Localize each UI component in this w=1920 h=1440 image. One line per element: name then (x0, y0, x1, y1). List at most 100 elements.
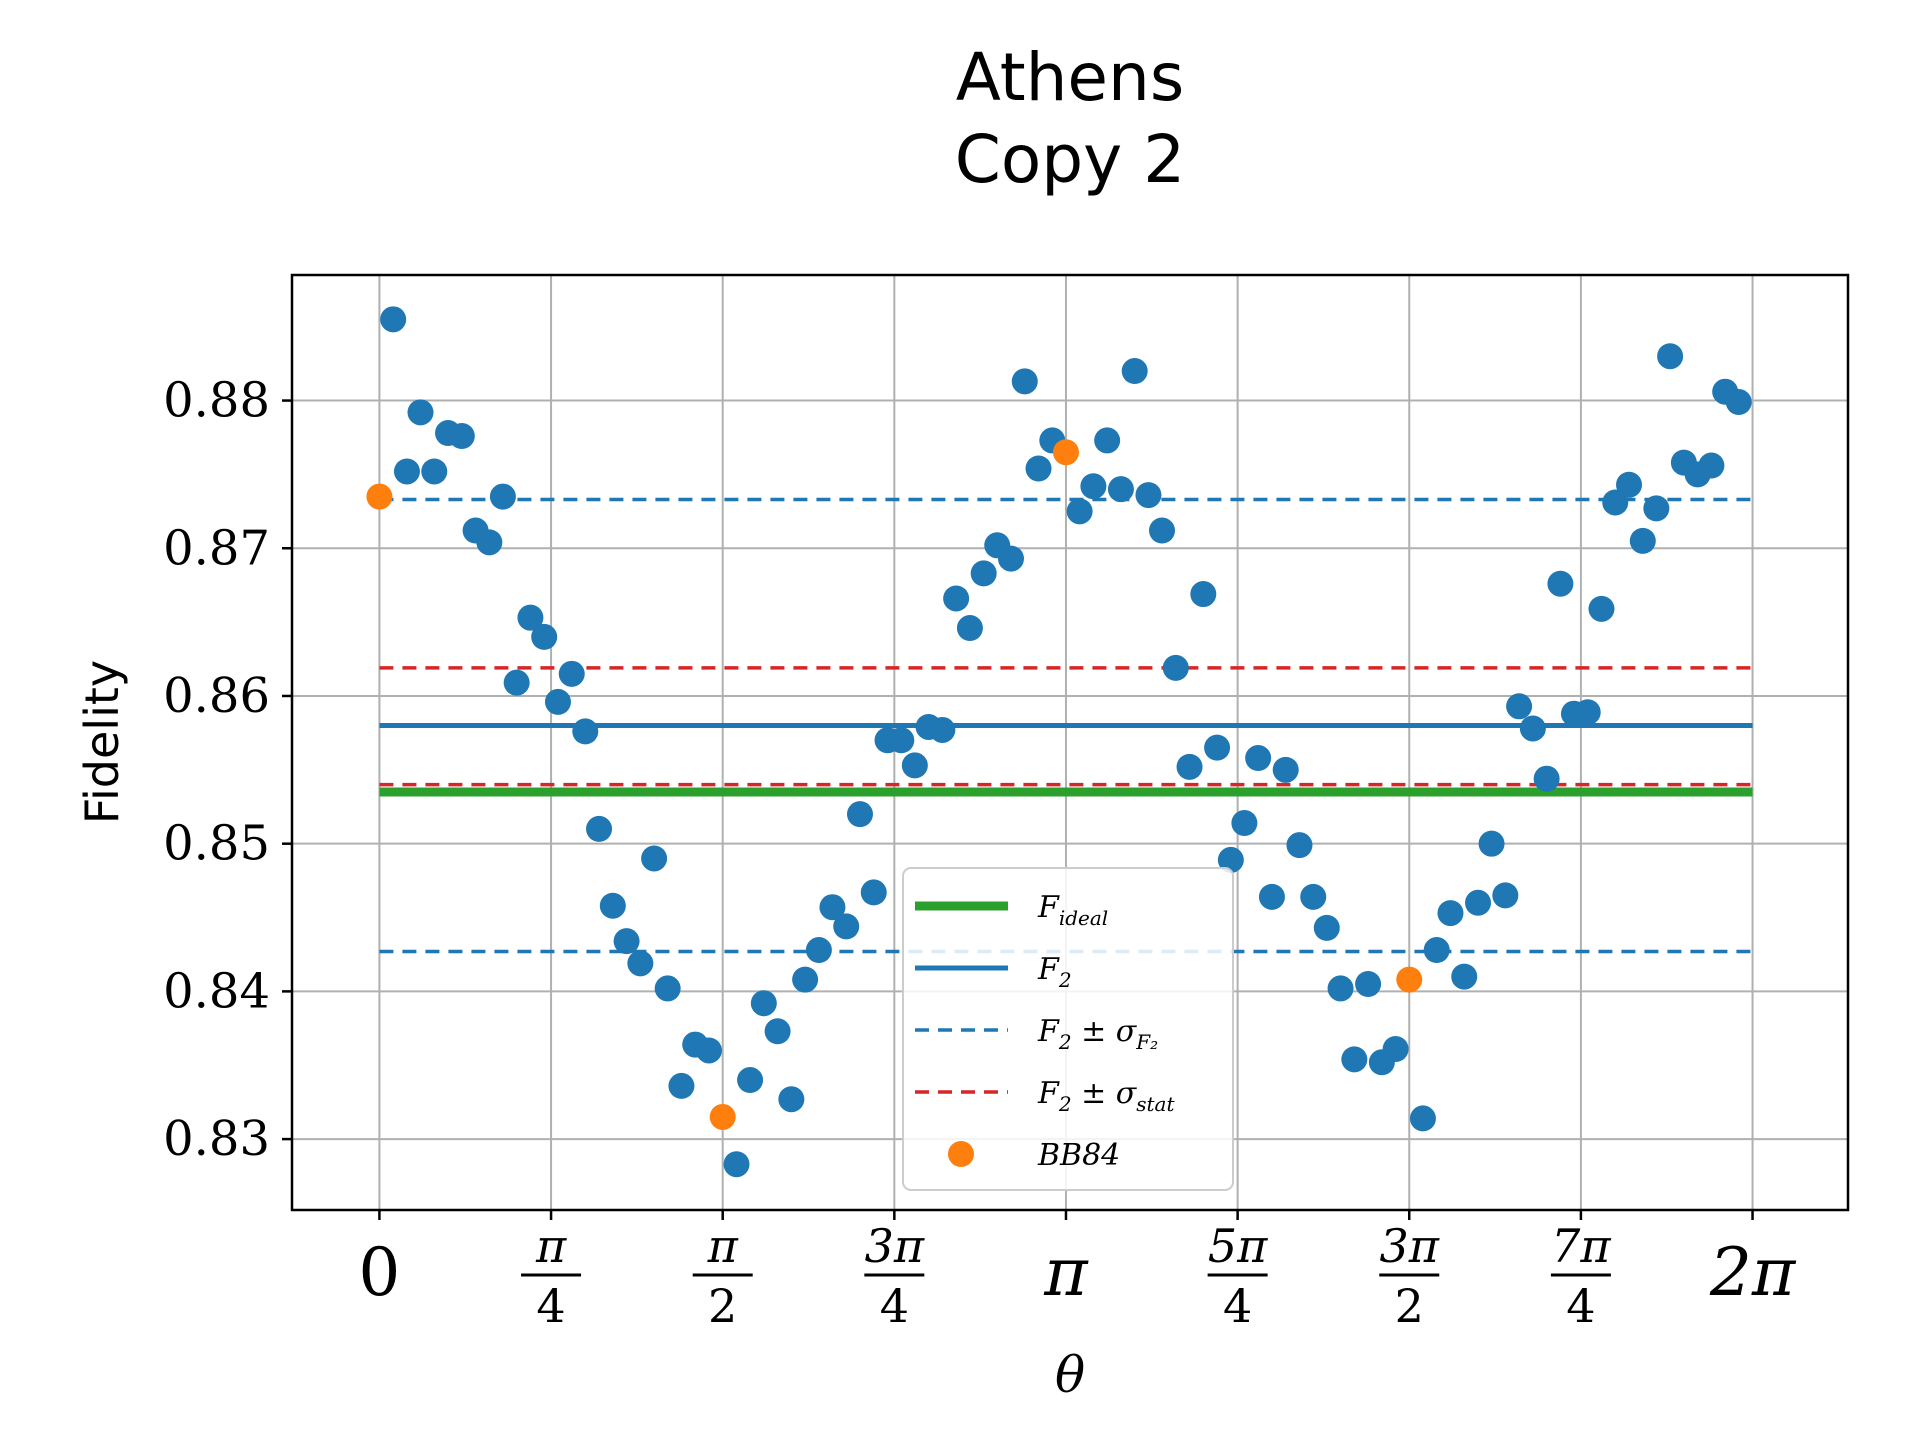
data-point (956, 615, 983, 642)
data-point (1355, 971, 1382, 998)
x-tick-label-numerator: 3π (865, 1219, 925, 1273)
data-point (476, 529, 503, 556)
data-point (1409, 1105, 1436, 1132)
data-point (1025, 455, 1052, 482)
legend-box (902, 867, 1234, 1191)
y-tick-label: 0.88 (163, 373, 270, 429)
data-point (1616, 471, 1643, 498)
data-point (764, 1018, 791, 1045)
y-tick-label: 0.86 (163, 668, 270, 724)
data-point (1300, 883, 1327, 910)
data-point (448, 423, 475, 450)
data-point (1629, 527, 1656, 554)
data-point (695, 1037, 722, 1064)
chart-title-line: Copy 2 (955, 121, 1185, 198)
data-point (846, 801, 873, 828)
bb84-point (1396, 966, 1423, 993)
x-tick-label-denominator: 4 (880, 1279, 909, 1333)
data-point (1698, 452, 1725, 479)
data-point (1341, 1046, 1368, 1073)
data-point (1162, 654, 1189, 681)
x-tick-label-numerator: 5π (1208, 1219, 1268, 1273)
data-point (393, 458, 420, 485)
data-point (1533, 765, 1560, 792)
data-point (833, 913, 860, 940)
data-point (1217, 846, 1244, 873)
data-point (654, 975, 681, 1002)
data-point (544, 688, 571, 715)
data-point (1574, 699, 1601, 726)
data-point (1465, 889, 1492, 916)
x-tick-label: 2π (1709, 1234, 1797, 1311)
data-point (1190, 581, 1217, 608)
legend-swatch (948, 1141, 974, 1167)
data-point (901, 752, 928, 779)
y-tick-label: 0.85 (163, 816, 270, 872)
legend-label: Fideal (1037, 890, 1108, 930)
x-axis-ticks: 0 π 4 π 2 3π 4 π 5π 4 3π 2 7π 4 2π (358, 1210, 1797, 1333)
data-point (380, 306, 407, 333)
data-point (792, 966, 819, 993)
bb84-point (709, 1103, 736, 1130)
data-point (1080, 473, 1107, 500)
data-point (888, 727, 915, 754)
data-point (668, 1072, 695, 1099)
x-tick-label-denominator: 2 (708, 1279, 737, 1333)
bb84-point (1052, 439, 1079, 466)
bb84-point (366, 483, 393, 510)
data-point (1272, 756, 1299, 783)
data-point (929, 716, 956, 743)
plot-frame (290, 273, 1850, 1212)
data-point (1451, 963, 1478, 990)
data-point (641, 845, 668, 872)
x-tick-label-numerator: π (535, 1219, 567, 1273)
data-point (503, 669, 530, 696)
data-point (723, 1151, 750, 1178)
data-point (1519, 715, 1546, 742)
data-point (1547, 570, 1574, 597)
data-point (1107, 476, 1134, 503)
data-point (421, 458, 448, 485)
x-tick-label-denominator: 4 (1223, 1279, 1252, 1333)
data-point (586, 815, 613, 842)
legend: Fideal F2 F2 ± σF₂ F2 ± σstat BB84 (902, 867, 1234, 1191)
data-point (1149, 517, 1176, 544)
x-tick-label-numerator: 7π (1551, 1219, 1611, 1273)
data-point (819, 894, 846, 921)
data-point (407, 399, 434, 426)
data-point (737, 1067, 764, 1094)
data-point (1327, 975, 1354, 1002)
data-point (805, 937, 832, 964)
x-tick-label-denominator: 4 (1566, 1279, 1595, 1333)
data-point (943, 585, 970, 612)
data-point (1382, 1035, 1409, 1062)
y-axis-label: Fidelity (75, 660, 129, 824)
x-tick-label: 0 (358, 1234, 400, 1311)
data-point (1204, 734, 1231, 761)
legend-label: BB84 (1037, 1138, 1120, 1173)
data-point (750, 990, 777, 1017)
data-point (489, 483, 516, 510)
data-point (599, 892, 626, 919)
data-point (1313, 914, 1340, 941)
data-point (1245, 745, 1272, 772)
x-tick-label-denominator: 4 (536, 1279, 565, 1333)
data-point (1423, 937, 1450, 964)
x-tick-label-denominator: 2 (1395, 1279, 1424, 1333)
data-point (1437, 900, 1464, 927)
x-axis-label: θ (1055, 1346, 1085, 1404)
data-point (970, 560, 997, 587)
data-point (572, 718, 599, 745)
data-point (1492, 882, 1519, 909)
legend-label: F2 ± σF₂ (1037, 1014, 1158, 1054)
data-point (531, 623, 558, 650)
data-point (860, 879, 887, 906)
data-point (1725, 389, 1752, 416)
x-tick-label-numerator: 3π (1380, 1219, 1440, 1273)
data-point (1588, 595, 1615, 622)
data-point (1478, 830, 1505, 857)
data-point (1011, 368, 1038, 395)
y-axis-ticks: 0.83 0.84 0.85 0.86 0.87 0.88 (163, 373, 292, 1167)
data-point (1066, 498, 1093, 525)
